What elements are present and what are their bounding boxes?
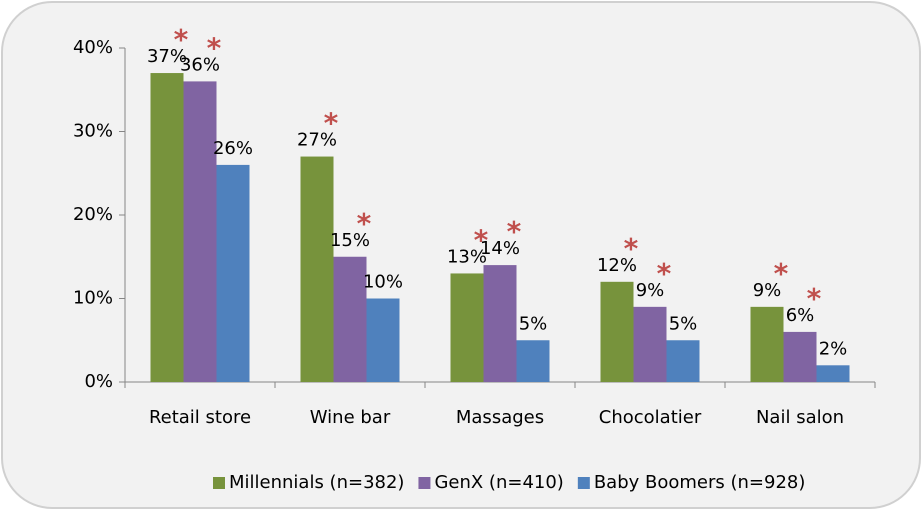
y-tick-label: 30% [73,121,113,142]
value-label: 14% [480,238,520,259]
significance-marker: * [507,215,522,248]
significance-marker: * [657,257,672,290]
legend-label: GenX (n=410) [434,472,563,493]
significance-marker: * [624,232,639,265]
significance-marker: * [174,23,189,56]
bar [750,306,784,382]
x-tick-label: Massages [456,407,544,428]
value-label: 5% [519,313,548,334]
significance-marker: * [474,223,489,256]
legend-swatch [418,477,431,489]
y-tick-label: 20% [73,204,113,225]
value-label: 37% [147,46,187,67]
significance-marker: * [324,107,339,140]
bar [216,164,250,382]
significance-marker: * [207,31,222,64]
value-label: 2% [819,338,848,359]
bar [366,298,400,382]
x-tick-label: Wine bar [310,407,391,428]
significance-marker: * [357,207,372,240]
value-label: 27% [297,130,337,151]
value-label: 13% [447,246,487,267]
value-label: 10% [363,272,403,293]
bar [816,365,850,382]
value-label: 26% [213,138,253,159]
y-tick-label: 10% [73,288,113,309]
bar [633,306,667,382]
significance-marker: * [807,282,822,315]
bar [483,265,517,382]
bar [666,340,700,382]
bar [783,331,817,382]
value-label: 9% [636,280,665,301]
bar [150,73,184,383]
bar [516,340,550,382]
legend-label: Baby Boomers (n=928) [594,472,806,493]
bar [183,81,217,383]
bar [300,156,334,382]
y-tick-label: 0% [84,371,113,392]
bar [333,256,367,382]
value-label: 15% [330,230,370,251]
x-tick-label: Nail salon [756,407,844,428]
value-label: 36% [180,54,220,75]
y-tick-label: 40% [73,37,113,58]
value-label: 5% [669,313,698,334]
value-label: 9% [753,280,782,301]
value-label: 12% [597,255,637,276]
x-tick-label: Retail store [149,407,251,428]
value-label: 6% [786,305,815,326]
bar [450,273,484,382]
legend-label: Millennials (n=382) [229,472,404,493]
x-tick-label: Chocolatier [599,407,702,428]
bar [600,281,634,382]
significance-marker: * [774,257,789,290]
legend-swatch [577,477,590,489]
legend-swatch [213,477,225,489]
